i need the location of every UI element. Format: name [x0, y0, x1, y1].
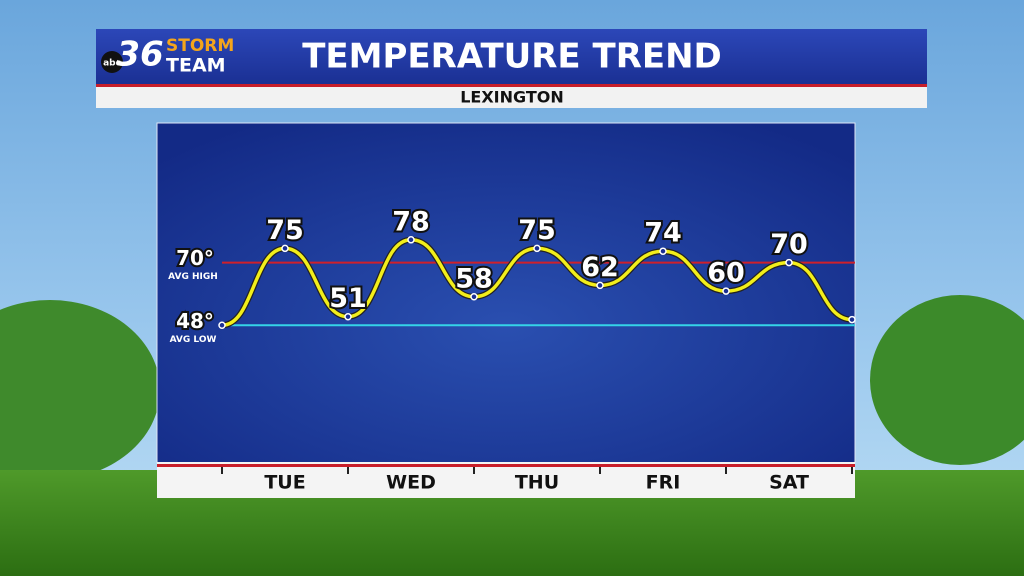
data-label: 75 — [266, 215, 304, 246]
reference-label: 70° — [176, 246, 214, 270]
trees — [0, 295, 1024, 480]
data-label: 60 — [707, 258, 745, 289]
x-tick-label: FRI — [646, 472, 681, 494]
logo-number: 36 — [116, 35, 163, 75]
subtitle-bar — [96, 87, 927, 108]
reference-label: 48° — [176, 309, 214, 333]
temperature-line — [221, 238, 853, 328]
data-label: 75 — [518, 215, 556, 246]
data-label: 78 — [392, 206, 430, 237]
data-label: 74 — [644, 218, 682, 249]
point — [281, 244, 289, 253]
x-tick-label: WED — [386, 472, 436, 494]
logo-badge — [101, 51, 123, 73]
chart-title: TEMPERATURE TREND — [302, 37, 722, 77]
data-label: 51 — [329, 283, 367, 314]
point — [470, 293, 478, 301]
logo-line2: TEAM — [166, 55, 226, 77]
x-tick-label: TUE — [264, 472, 305, 494]
point — [533, 244, 541, 253]
logo-line1: STORM — [166, 36, 234, 56]
point — [785, 258, 793, 267]
data-label: 62 — [581, 252, 619, 283]
reference-sublabel: AVG LOW — [170, 335, 217, 345]
logo-network: abc — [103, 59, 121, 69]
point — [407, 236, 415, 244]
x-axis-rule — [157, 464, 855, 467]
point — [344, 312, 352, 321]
x-axis-bar — [157, 462, 855, 498]
point — [218, 321, 226, 330]
reference-sublabel: AVG HIGH — [168, 272, 218, 282]
data-label: 58 — [455, 263, 493, 294]
header-rule — [96, 84, 927, 87]
plot-panel — [156, 122, 856, 464]
data-label: 70 — [770, 229, 808, 260]
point — [848, 315, 856, 324]
header-bar — [96, 29, 927, 86]
point — [722, 287, 730, 295]
x-tick-label: THU — [515, 472, 559, 494]
chart-subtitle: LEXINGTON — [460, 88, 564, 107]
point — [659, 247, 667, 255]
point — [596, 281, 604, 290]
x-tick-label: SAT — [769, 472, 809, 494]
